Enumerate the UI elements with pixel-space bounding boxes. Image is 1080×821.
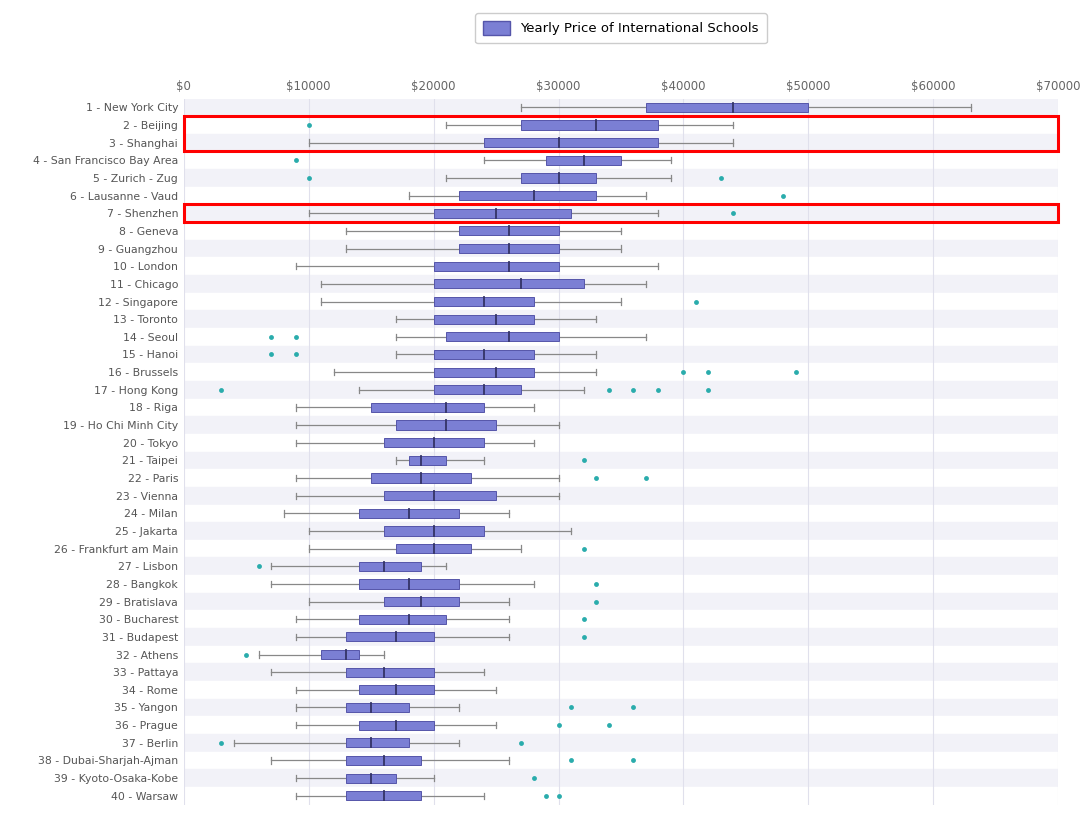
Bar (184, 363, 1058, 381)
Bar (184, 151, 1058, 169)
Bar (184, 222, 1058, 240)
Bar (184, 398, 1058, 416)
Bar (383, 491, 496, 500)
Bar (184, 186, 1058, 204)
Bar (433, 314, 534, 323)
Bar (184, 275, 1058, 292)
Bar (459, 227, 558, 236)
Bar (184, 204, 1058, 222)
Bar (184, 663, 1058, 681)
Bar (346, 738, 408, 747)
Bar (433, 209, 571, 218)
Bar (383, 526, 484, 535)
Bar (433, 297, 534, 306)
Bar (359, 509, 459, 518)
Bar (184, 787, 1058, 805)
Bar (184, 116, 1058, 134)
Bar (346, 703, 408, 712)
Bar (346, 632, 433, 641)
Bar (184, 452, 1058, 469)
Legend: Yearly Price of International Schools: Yearly Price of International Schools (475, 13, 767, 44)
Bar (184, 240, 1058, 257)
Bar (321, 650, 359, 659)
Bar (546, 156, 621, 165)
Bar (359, 562, 421, 571)
Bar (184, 593, 1058, 610)
Bar (346, 791, 421, 800)
Bar (184, 116, 1058, 151)
Bar (184, 752, 1058, 769)
Bar (184, 257, 1058, 275)
Bar (346, 756, 421, 765)
Bar (184, 734, 1058, 752)
Bar (184, 769, 1058, 787)
Bar (184, 522, 1058, 539)
Bar (484, 138, 659, 147)
Bar (184, 134, 1058, 151)
Bar (184, 204, 1058, 222)
Bar (359, 615, 446, 624)
Bar (184, 433, 1058, 452)
Bar (372, 474, 471, 483)
Bar (184, 292, 1058, 310)
Bar (383, 438, 484, 447)
Bar (184, 610, 1058, 628)
Bar (359, 721, 433, 730)
Bar (396, 420, 496, 429)
Bar (184, 487, 1058, 504)
Bar (184, 346, 1058, 363)
Bar (184, 575, 1058, 593)
Bar (359, 580, 459, 589)
Bar (372, 403, 484, 412)
Bar (184, 328, 1058, 346)
Bar (184, 539, 1058, 557)
Bar (184, 99, 1058, 116)
Bar (184, 381, 1058, 398)
Bar (184, 645, 1058, 663)
Bar (433, 368, 534, 377)
Bar (184, 310, 1058, 328)
Bar (184, 628, 1058, 645)
Bar (446, 333, 558, 342)
Bar (359, 686, 433, 695)
Bar (184, 557, 1058, 575)
Bar (184, 699, 1058, 716)
Bar (383, 597, 459, 606)
Bar (521, 121, 659, 130)
Bar (521, 173, 596, 182)
Bar (184, 716, 1058, 734)
Bar (646, 103, 809, 112)
Bar (459, 191, 596, 200)
Bar (184, 681, 1058, 699)
Bar (408, 456, 446, 465)
Bar (433, 385, 521, 394)
Bar (433, 262, 558, 271)
Bar (184, 469, 1058, 487)
Bar (433, 350, 534, 359)
Bar (184, 169, 1058, 186)
Bar (184, 416, 1058, 433)
Bar (459, 244, 558, 253)
Bar (346, 773, 396, 782)
Bar (433, 279, 583, 288)
Bar (184, 504, 1058, 522)
Bar (396, 544, 471, 553)
Bar (346, 667, 433, 677)
